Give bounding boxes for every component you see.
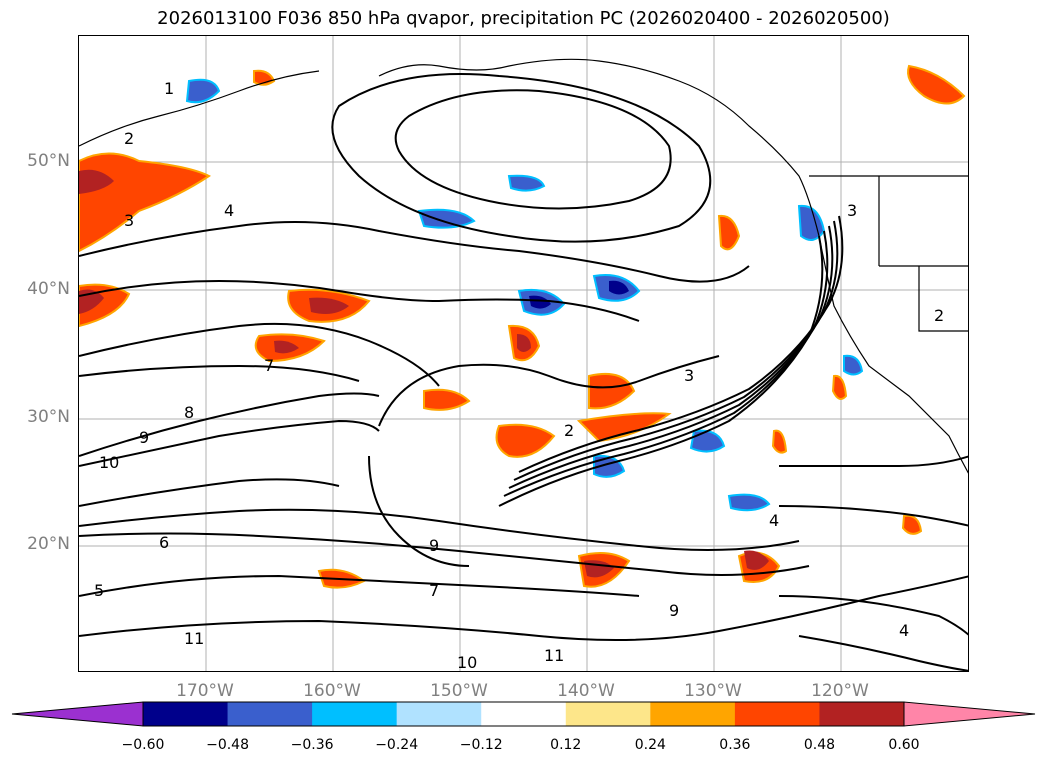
contour-label: 4 <box>769 511 779 530</box>
colorbar-segment <box>143 702 229 726</box>
contour-label: 6 <box>159 533 169 552</box>
contour-label: 7 <box>264 356 274 375</box>
colorbar-tick-label: 0.48 <box>803 737 836 753</box>
precip-patches <box>79 64 966 589</box>
contour-label: 3 <box>684 366 694 385</box>
colorbar-segments <box>143 702 905 726</box>
contour-label: 11 <box>544 646 564 665</box>
contour-label: 11 <box>184 629 204 648</box>
lat-label-20n: 20°N <box>27 534 70 554</box>
lat-label-30n: 30°N <box>27 407 70 427</box>
colorbar-tick-label: −0.24 <box>375 737 419 753</box>
colorbar-high-extend <box>903 701 1036 727</box>
coastline <box>79 58 968 474</box>
contour-label: 1 <box>164 79 174 98</box>
colorbar <box>11 701 1036 727</box>
contour-label: 2 <box>564 421 574 440</box>
contour-label: 3 <box>124 211 134 230</box>
contour-label: 2 <box>124 129 134 148</box>
contour-label: 7 <box>429 581 439 600</box>
lat-label-40n: 40°N <box>27 279 70 299</box>
contour-label: 5 <box>94 581 104 600</box>
contour-label: 9 <box>429 536 439 555</box>
contour-label: 10 <box>457 653 477 672</box>
contour-label: 9 <box>139 428 149 447</box>
map-panel: 1 2 3 4 5 6 7 8 9 10 11 3 2 4 9 11 10 4 … <box>78 35 969 672</box>
lon-label-150w: 150°W <box>430 681 488 701</box>
map-title: 2026013100 F036 850 hPa qvapor, precipit… <box>157 8 890 29</box>
lon-label-120w: 120°W <box>811 681 869 701</box>
colorbar-tick-label: −0.12 <box>459 737 503 753</box>
colorbar-tick-label: 0.36 <box>719 737 751 753</box>
contour-label: 4 <box>899 621 909 640</box>
contour-lines <box>79 73 968 671</box>
colorbar-segment <box>565 702 651 726</box>
colorbar-tick-label: 0.12 <box>550 737 582 753</box>
contour-label: 10 <box>99 453 119 472</box>
graticule <box>79 36 968 671</box>
lon-label-140w: 140°W <box>557 681 615 701</box>
colorbar-segment <box>396 702 482 726</box>
contour-label: 9 <box>669 601 679 620</box>
colorbar-segment <box>734 702 820 726</box>
colorbar-segment <box>819 702 905 726</box>
contour-label: 2 <box>934 306 944 325</box>
map-canvas: 1 2 3 4 5 6 7 8 9 10 11 3 2 4 9 11 10 4 … <box>79 36 968 672</box>
colorbar-low-extend <box>11 701 144 727</box>
colorbar-segment <box>650 702 736 726</box>
colorbar-outline <box>142 701 905 727</box>
lon-label-130w: 130°W <box>684 681 742 701</box>
contour-label: 8 <box>184 403 194 422</box>
colorbar-tick-label: 0.60 <box>888 737 920 753</box>
colorbar-tick-label: −0.36 <box>290 737 334 753</box>
colorbar-tick-label: 0.24 <box>634 737 666 753</box>
colorbar-tick-label: −0.48 <box>206 737 249 753</box>
lon-label-160w: 160°W <box>303 681 361 701</box>
colorbar-segment <box>481 702 567 726</box>
colorbar-tick-label: −0.60 <box>121 737 165 753</box>
lat-label-50n: 50°N <box>27 151 70 171</box>
contour-label: 4 <box>224 201 234 220</box>
lon-label-170w: 170°W <box>176 681 234 701</box>
contour-label-group: 1 2 3 4 5 6 7 8 9 10 11 3 2 4 9 11 10 4 … <box>94 79 944 672</box>
colorbar-segment <box>227 702 313 726</box>
colorbar-segment <box>312 702 398 726</box>
contour-label: 3 <box>847 201 857 220</box>
